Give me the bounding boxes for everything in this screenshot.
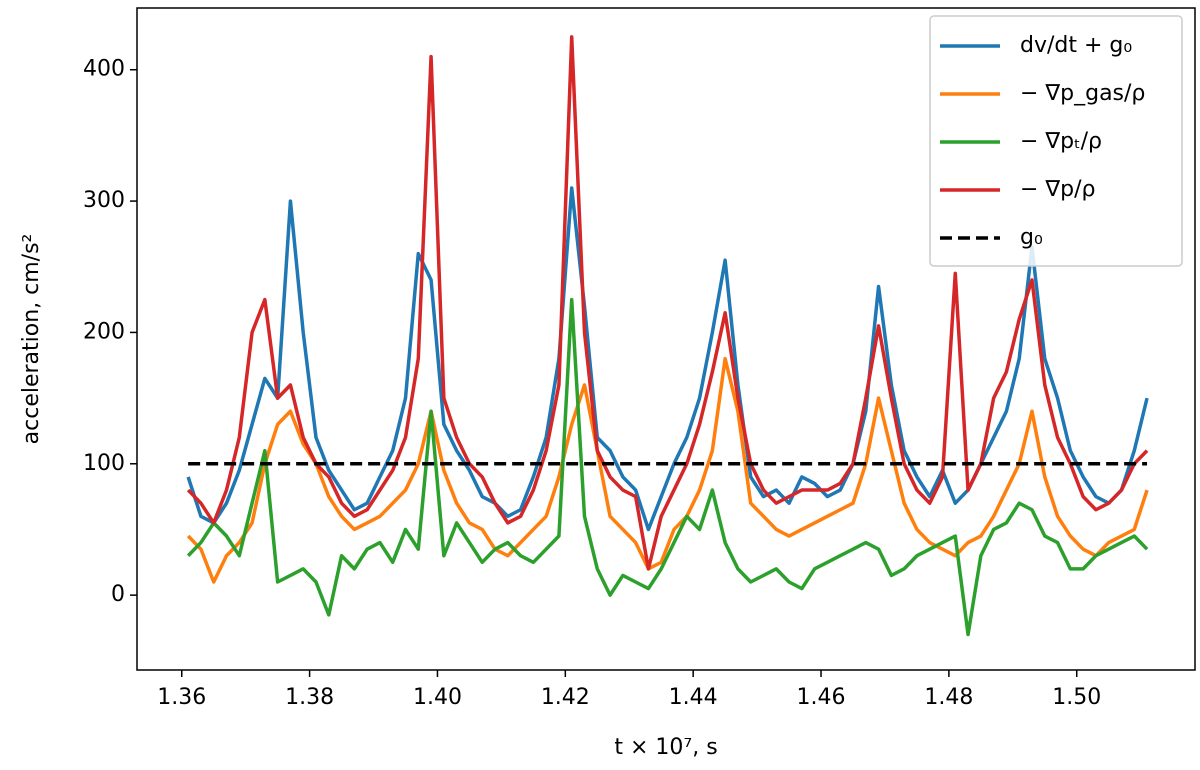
series-line (186, 186, 1149, 532)
x-tick-label: 1.50 (1052, 685, 1101, 710)
series-line (186, 297, 1149, 637)
x-tick-label: 1.40 (413, 685, 462, 710)
x-tick-label: 1.36 (157, 685, 206, 710)
plot-frame (136, 7, 1196, 671)
y-axis-label: acceleration, cm/s² (19, 234, 44, 445)
series-line (186, 35, 1149, 571)
legend-label: − ∇pₜ/ρ (1020, 129, 1102, 154)
y-tick-label: 300 (83, 188, 125, 213)
x-tick-label: 1.46 (797, 685, 846, 710)
legend-label: dv/dt + g₀ (1020, 33, 1132, 58)
legend-label: − ∇p/ρ (1020, 177, 1096, 202)
legend-box (929, 15, 1183, 267)
legend-label: g₀ (1020, 225, 1043, 250)
x-tick-label: 1.38 (285, 685, 334, 710)
y-tick-label: 100 (83, 451, 125, 476)
x-tick-label: 1.48 (924, 685, 973, 710)
series-line (186, 356, 1149, 584)
x-tick-label: 1.42 (541, 685, 590, 710)
y-tick-label: 0 (111, 582, 125, 607)
y-tick-label: 200 (83, 319, 125, 344)
x-axis-label: t × 10⁷, s (614, 735, 717, 760)
y-tick-label: 400 (83, 57, 125, 82)
legend-label: − ∇p_gas/ρ (1020, 81, 1145, 106)
x-tick-label: 1.44 (669, 685, 718, 710)
